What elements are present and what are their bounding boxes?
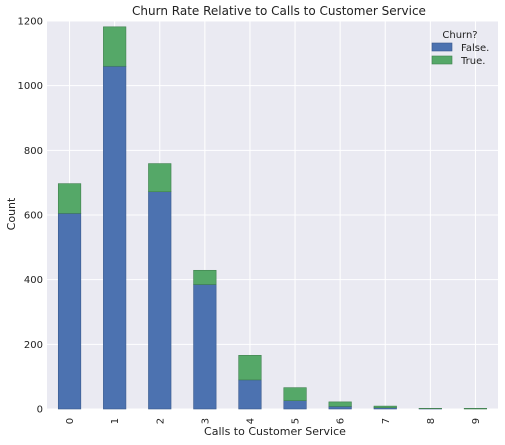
bar-true-1 [103,26,127,67]
bars [57,26,488,410]
y-tick-label-200: 200 [24,340,43,351]
y-tick-label-800: 800 [24,146,43,157]
y-tick-label-1200: 1200 [18,17,43,28]
y-tick-label-0: 0 [37,405,43,416]
x-axis-label: Calls to Customer Service [204,425,346,438]
bar-true-2 [148,163,172,193]
bar-true-3 [193,269,217,285]
bar-false-5 [283,400,307,410]
x-tick-label-0: 0 [65,418,76,424]
x-tick-label-3: 3 [200,418,211,424]
bar-true-7 [373,405,397,409]
x-tick-label-5: 5 [291,418,302,424]
x-tick-labels: 0 1 2 3 4 5 6 7 8 9 [65,418,482,424]
legend-swatch-true [431,55,453,65]
bar-true-9 [463,408,488,410]
bar-true-0 [57,183,82,214]
bar-true-5 [283,387,307,401]
legend-swatch-false [431,42,453,52]
y-tick-label-1000: 1000 [18,81,43,92]
bar-true-4 [238,355,262,381]
y-axis-label: Count [5,197,18,230]
y-tick-label-600: 600 [24,211,43,222]
legend-title: Churn? [442,30,477,41]
x-tick-label-7: 7 [381,418,392,424]
bar-true-6 [328,401,352,407]
legend-label-false: False. [461,43,489,54]
x-tick-label-1: 1 [110,418,121,424]
bar-false-4 [238,379,262,410]
chart-title: Churn Rate Relative to Calls to Customer… [132,4,426,18]
bar-false-6 [328,406,352,410]
y-tick-label-400: 400 [24,275,43,286]
legend: Churn? False. True. [431,30,489,67]
bar-false-0 [57,213,82,410]
y-tick-labels: 0 200 400 600 800 1000 1200 [18,17,43,416]
x-tick-label-4: 4 [245,418,256,424]
x-tick-label-6: 6 [336,418,347,424]
x-tick-label-9: 9 [471,418,482,424]
x-tick-label-2: 2 [155,418,166,424]
bar-false-1 [103,65,127,410]
bar-false-2 [148,191,172,410]
legend-label-true: True. [460,56,485,67]
bar-false-3 [193,284,217,410]
x-tick-label-8: 8 [426,418,437,424]
